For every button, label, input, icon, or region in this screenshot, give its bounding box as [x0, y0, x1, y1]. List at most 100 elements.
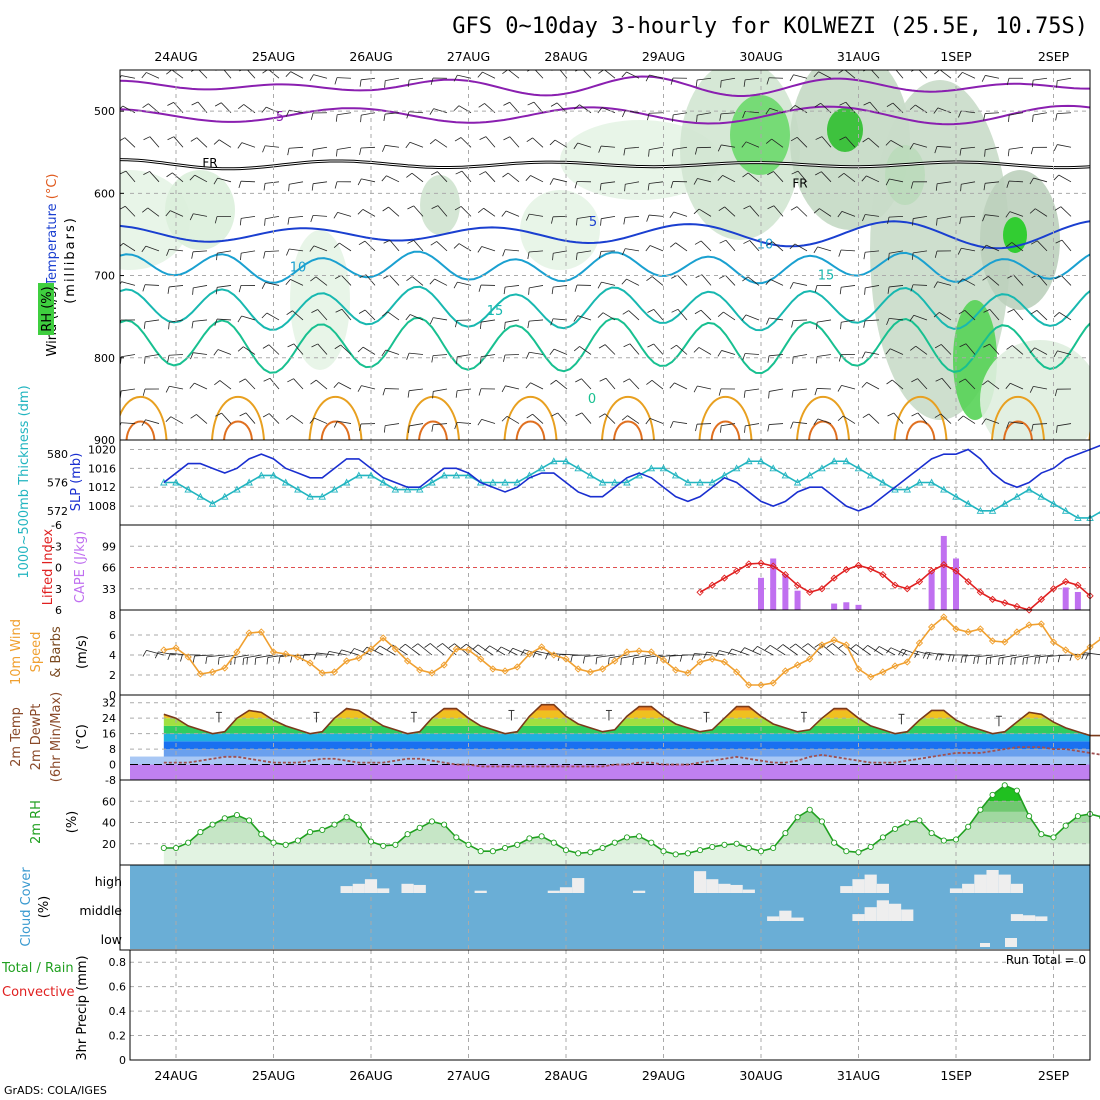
isotherm-warm-arch — [308, 396, 363, 440]
rh-line-marker — [538, 833, 545, 840]
wind-barb-flag — [1069, 653, 1073, 661]
wind-barb — [507, 70, 520, 79]
wind-barb-flag — [1085, 653, 1089, 660]
wind-barb — [962, 71, 976, 79]
thickness-line-marker — [574, 464, 582, 472]
rh-line-marker — [831, 839, 838, 846]
wind-barb-flag — [262, 70, 268, 74]
wind-barb-flag — [479, 171, 486, 176]
wind-barb-flag — [205, 656, 208, 664]
temperature-band — [163, 749, 1090, 757]
date-label-bottom: 24AUG — [154, 1068, 197, 1083]
wind-barb — [149, 171, 160, 183]
rh-line-marker — [806, 806, 813, 813]
wind-barb — [605, 378, 616, 390]
wind-barb-flag — [573, 315, 579, 322]
thickness-line-marker — [513, 478, 522, 486]
wind-barb-flag — [814, 102, 821, 108]
slp-line — [163, 444, 1100, 512]
wind-barb — [694, 653, 713, 656]
wind-speed-line-marker — [464, 646, 473, 654]
cloud-bar-high — [1010, 883, 1024, 893]
wind-barb — [158, 651, 177, 656]
wind-speed-line-marker — [416, 666, 424, 674]
wind-barb-flag — [598, 344, 606, 349]
wind-barb — [532, 413, 544, 424]
cloud-bar-middle — [791, 917, 804, 921]
rh-line-marker — [745, 844, 752, 852]
wind-barb — [964, 310, 976, 321]
wind-barb — [206, 654, 225, 658]
wind-barb — [364, 240, 376, 252]
wind-barb — [657, 654, 676, 658]
wind-barb-flag — [407, 205, 414, 210]
wind-barb-flag — [480, 356, 482, 364]
wind-speed-line-marker — [1001, 638, 1009, 646]
wind-barb-flag — [285, 71, 291, 77]
rh-line-marker — [867, 843, 874, 850]
wind-tick: 6 — [109, 629, 116, 642]
wind-barb — [985, 214, 1000, 217]
run-total-label: Run Total = 0 — [1006, 953, 1086, 967]
wind-barb — [339, 242, 352, 252]
wind-barb — [889, 317, 904, 321]
isotherm-value-label: 15 — [487, 304, 504, 319]
wind-barb-flag — [958, 378, 966, 383]
wind-barb — [1057, 77, 1072, 82]
wind-barb-flag — [501, 210, 507, 217]
cape-bar — [928, 571, 935, 610]
wind-barb-flag — [166, 70, 173, 75]
wind-barb — [145, 319, 160, 323]
wind-barb — [417, 643, 433, 656]
thickness-line-marker — [1000, 499, 1009, 507]
isotherm-warm-arch — [601, 396, 655, 440]
wind-barb — [231, 654, 250, 659]
wind-barb — [913, 143, 928, 148]
wind-barb-flag — [623, 343, 631, 348]
wind-barb — [1013, 309, 1024, 321]
wind-barb-flag — [792, 356, 794, 364]
wind-tick: 8 — [109, 609, 116, 622]
wind-barb — [481, 319, 496, 323]
wind-barb-flag — [1030, 310, 1038, 315]
wind-barb — [845, 136, 856, 148]
wind-barb — [265, 282, 280, 286]
wind-barb-flag — [926, 652, 931, 660]
wind-barb-flag — [550, 318, 554, 326]
wind-barb-flag — [359, 147, 362, 155]
wind-barb — [341, 274, 352, 286]
wind-barb-flag — [599, 183, 602, 191]
rh-line-marker — [879, 834, 886, 841]
wind-barb — [529, 250, 544, 253]
wind-barb — [986, 654, 1005, 659]
wind-barb-flag — [261, 312, 268, 319]
wind-barb-flag — [575, 218, 578, 226]
wind-barb — [913, 314, 928, 321]
wind-barb — [723, 311, 736, 321]
wind-barb — [481, 418, 496, 424]
wind-barb-flag — [429, 317, 434, 325]
wind-barb — [241, 142, 256, 148]
wind-barb — [193, 352, 208, 355]
lifted-index-line-marker — [1037, 595, 1045, 604]
wind-barb — [219, 380, 232, 390]
thickness-slp-axis: 1020 1016 1012 1008 580 576 572 — [47, 443, 116, 517]
wind-barb — [124, 137, 136, 148]
wind-barb — [988, 276, 1000, 286]
wind-barb — [675, 242, 688, 252]
wind-barb-flag — [246, 657, 248, 665]
wind-barb-flag — [582, 656, 586, 664]
wind-barb — [796, 206, 808, 217]
isotherm-warm-arch-inner — [320, 420, 351, 440]
wind-barb-flag — [477, 419, 482, 426]
wind-speed-line-marker — [574, 665, 582, 673]
wind-barb — [939, 312, 952, 321]
wind-barb-flag — [429, 108, 434, 115]
wind-barb — [865, 351, 880, 355]
wind-barb — [505, 285, 520, 288]
wind-barb — [173, 136, 184, 148]
wind-speed-line-marker — [489, 665, 497, 673]
wind-speed-line-marker — [342, 657, 351, 665]
wind-barb — [221, 412, 232, 424]
wind-barb — [964, 378, 976, 390]
